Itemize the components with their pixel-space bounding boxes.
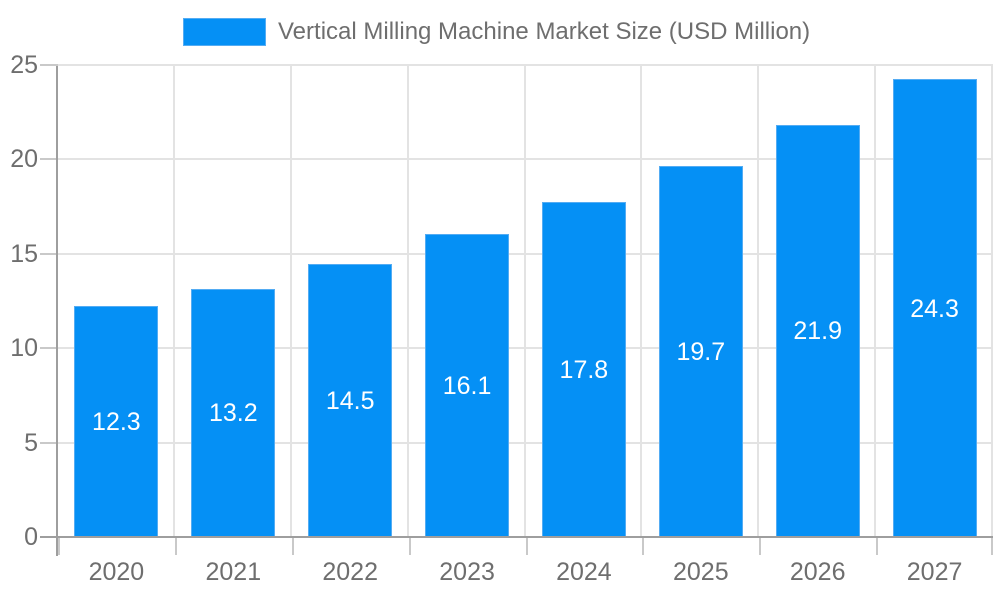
gridline-vertical <box>874 66 877 538</box>
y-tick-label: 15 <box>10 239 38 268</box>
bar-value-label: 12.3 <box>92 407 141 436</box>
x-tick-label: 2021 <box>205 558 262 586</box>
x-axis-tick <box>759 538 762 555</box>
y-tick-label: 0 <box>24 523 38 551</box>
x-tick-label: 2024 <box>556 558 612 586</box>
y-axis-tick <box>40 158 58 161</box>
y-axis-tick <box>40 347 58 350</box>
y-axis-line <box>56 66 58 556</box>
x-axis-tick <box>525 538 528 555</box>
gridline-horizontal <box>58 347 993 350</box>
bar-value-label: 14.5 <box>325 387 375 416</box>
y-tick-label: 20 <box>10 145 38 174</box>
x-axis-tick <box>642 538 645 555</box>
bar-2026[interactable] <box>775 124 860 538</box>
y-axis-tick <box>40 441 58 444</box>
bar-value-label: 16.1 <box>442 372 492 400</box>
x-axis-tick <box>291 538 294 555</box>
x-axis-tick <box>174 538 177 555</box>
gridline-horizontal <box>58 158 993 161</box>
x-tick-label: 2022 <box>322 558 378 586</box>
bar-value-label: 17.8 <box>559 356 609 384</box>
gridline-horizontal <box>58 252 993 255</box>
gridline-vertical <box>172 66 175 538</box>
gridline-vertical <box>640 66 643 538</box>
gridline-vertical <box>289 66 292 538</box>
gridline-vertical <box>757 66 760 538</box>
bar-value-label: 13.2 <box>208 399 258 428</box>
chart-legend[interactable]: Vertical Milling Machine Market Size (US… <box>183 18 811 46</box>
x-axis-line <box>40 536 993 538</box>
bar-value-label: 24.3 <box>910 294 959 323</box>
x-axis-tick <box>58 538 60 555</box>
y-tick-label: 25 <box>10 51 38 79</box>
gridline-vertical <box>406 66 409 538</box>
bar-2027[interactable] <box>892 79 977 538</box>
legend-swatch <box>183 18 266 46</box>
x-tick-label: 2027 <box>906 558 963 586</box>
bar-value-label: 21.9 <box>793 317 843 346</box>
y-tick-label: 10 <box>10 334 38 363</box>
bar-2022[interactable] <box>308 264 393 538</box>
gridline-vertical <box>523 66 526 538</box>
x-tick-label: 2023 <box>439 558 495 586</box>
gridline-horizontal <box>58 441 993 444</box>
x-tick-label: 2020 <box>88 558 145 586</box>
x-tick-label: 2025 <box>672 558 729 586</box>
y-axis-tick <box>40 64 58 66</box>
gridline-vertical <box>991 66 993 538</box>
y-axis-tick <box>40 252 58 255</box>
x-axis-tick <box>991 538 993 555</box>
bar-2023[interactable] <box>425 234 510 538</box>
bar-2021[interactable] <box>191 288 276 538</box>
x-tick-label: 2026 <box>789 558 846 586</box>
x-axis-tick <box>408 538 411 555</box>
y-tick-label: 5 <box>24 428 38 457</box>
gridline-horizontal <box>58 64 993 66</box>
x-axis-tick <box>876 538 879 555</box>
legend-label: Vertical Milling Machine Market Size (US… <box>278 18 811 45</box>
bar-2020[interactable] <box>74 305 159 538</box>
bar-value-label: 19.7 <box>676 338 726 366</box>
